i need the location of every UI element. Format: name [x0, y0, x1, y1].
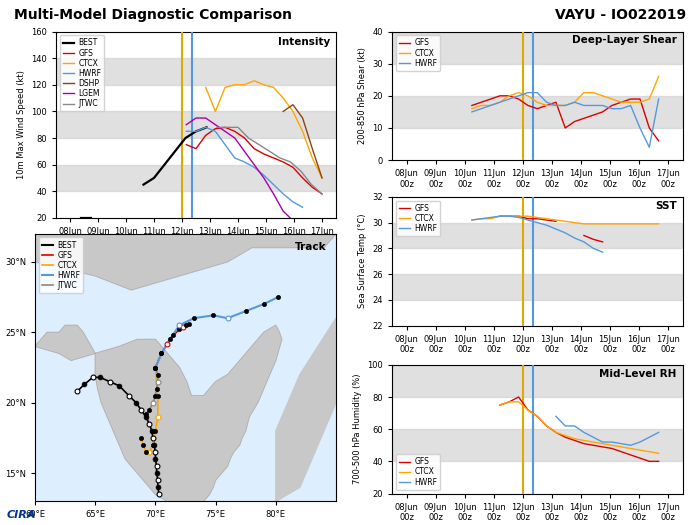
Polygon shape [35, 234, 336, 290]
Text: Deep-Layer Shear: Deep-Layer Shear [572, 35, 677, 45]
Text: VAYU - IO022019: VAYU - IO022019 [555, 8, 686, 22]
Bar [56, 165, 336, 191]
Legend: BEST, GFS, CTCX, HWRF, DSHP, LGEM, JTWC: BEST, GFS, CTCX, HWRF, DSHP, LGEM, JTWC [60, 35, 104, 111]
Y-axis label: 700-500 hPa Humidity (%): 700-500 hPa Humidity (%) [353, 374, 362, 485]
Text: Intensity: Intensity [278, 37, 330, 47]
Y-axis label: Sea Surface Temp (°C): Sea Surface Temp (°C) [358, 214, 367, 309]
Bar [56, 111, 336, 138]
Legend: GFS, CTCX, HWRF: GFS, CTCX, HWRF [395, 454, 440, 490]
Bar [392, 96, 682, 128]
Legend: GFS, CTCX, HWRF: GFS, CTCX, HWRF [395, 35, 440, 71]
Text: CIRA: CIRA [7, 510, 36, 520]
Text: SST: SST [655, 201, 677, 211]
Legend: GFS, CTCX, HWRF: GFS, CTCX, HWRF [395, 201, 440, 236]
Bar [392, 429, 682, 461]
Text: Mid-Level RH: Mid-Level RH [599, 369, 677, 379]
Bar [392, 223, 682, 248]
Bar [392, 365, 682, 397]
Text: Multi-Model Diagnostic Comparison: Multi-Model Diagnostic Comparison [14, 8, 292, 22]
Legend: BEST, GFS, CTCX, HWRF, JTWC: BEST, GFS, CTCX, HWRF, JTWC [38, 237, 83, 293]
Bar [392, 274, 682, 300]
Bar [56, 58, 336, 85]
Y-axis label: 10m Max Wind Speed (kt): 10m Max Wind Speed (kt) [17, 70, 25, 179]
Polygon shape [35, 325, 282, 508]
Y-axis label: 200-850 hPa Shear (kt): 200-850 hPa Shear (kt) [358, 47, 367, 144]
Polygon shape [276, 318, 336, 501]
Text: Track: Track [295, 242, 327, 251]
Bar [392, 32, 682, 64]
